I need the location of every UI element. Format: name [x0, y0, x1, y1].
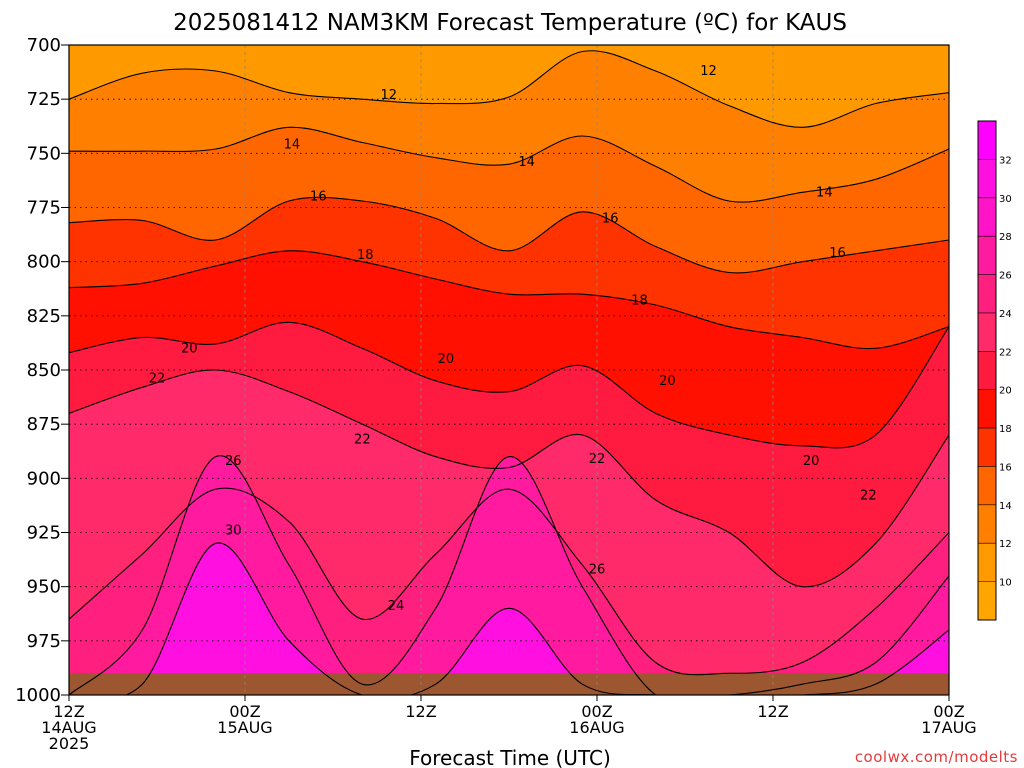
y-tick-label: 975 [27, 631, 61, 652]
contour-label: 18 [631, 294, 648, 309]
contour-label: 22 [589, 452, 606, 467]
contour-label: 20 [659, 374, 676, 389]
y-tick-label: 700 [27, 35, 61, 56]
band-fill-30 [69, 543, 949, 695]
colorbar-band [978, 121, 996, 160]
isotherm-lines [69, 50, 949, 695]
isotherm-14 [69, 126, 949, 203]
colorbar-tick-label: 32 [999, 155, 1012, 166]
contour-label: 14 [284, 138, 301, 153]
chart-title: 2025081412 NAM3KM Forecast Temperature (… [173, 10, 847, 36]
colorbar-band [978, 504, 996, 544]
contour-label: 26 [589, 562, 606, 577]
contour-label: 22 [354, 432, 371, 447]
colorbar-tick-label: 26 [999, 271, 1012, 282]
x-tick-label: 15AUG [217, 718, 272, 737]
colorbar-tick-label: 12 [999, 539, 1012, 550]
colorbar-band [978, 428, 996, 467]
y-tick-label: 725 [27, 89, 61, 110]
contour-label: 20 [181, 341, 198, 356]
isotherm-12 [69, 50, 949, 128]
contour-label: 12 [700, 64, 717, 79]
x-tick-label: 16AUG [569, 718, 624, 737]
contour-label: 24 [388, 599, 405, 614]
contour-label: 22 [149, 372, 166, 387]
contour-label: 30 [225, 523, 242, 538]
contour-labels: 12 12 14 14 14 16 16 16 18 18 20 20 20 20 22 22 22 22 24 26… [149, 64, 877, 614]
colorbar-band [978, 312, 996, 352]
band-fill-26 [69, 455, 949, 695]
ground-surface [69, 673, 949, 695]
y-tick-label: 825 [27, 306, 61, 327]
x-tick-label: 00Z [229, 702, 260, 721]
isotherm-24 [69, 487, 949, 676]
y-tick-label: 925 [27, 523, 61, 544]
isotherm-30 [69, 542, 949, 695]
x-tick-label: 12Z [405, 702, 436, 721]
contour-label: 14 [518, 155, 535, 170]
isotherm-18 [69, 250, 949, 350]
y-tick-label: 750 [27, 143, 61, 164]
x-axis-label: Forecast Time (UTC) [409, 746, 611, 768]
grid-lines [69, 45, 949, 695]
y-tick-label: 875 [27, 414, 61, 435]
contour-label: 26 [225, 454, 242, 469]
colorbar-tick-label: 20 [999, 386, 1012, 397]
isotherm-26 [69, 455, 949, 695]
y-tick-label: 800 [27, 252, 61, 273]
x-tick-label: 17AUG [921, 718, 976, 737]
x-tick-label: 12Z [757, 702, 788, 721]
colorbar-tick-label: 22 [999, 347, 1012, 358]
y-tick-label: 1000 [15, 685, 61, 706]
credit-text: coolwx.com/modelts [855, 748, 1018, 766]
contour-label: 22 [860, 489, 877, 504]
contour-label: 12 [380, 88, 397, 103]
colorbar-tick-label: 30 [999, 194, 1012, 205]
colorbar-band [978, 197, 996, 237]
isotherm-20 [69, 321, 949, 449]
colorbar-tick-label: 14 [999, 501, 1012, 512]
y-tick-label: 950 [27, 577, 61, 598]
x-tick-label: 2025 [49, 734, 90, 753]
x-tick-label: 00Z [581, 702, 612, 721]
colorbar-band [978, 581, 996, 620]
y-tick-label: 775 [27, 198, 61, 219]
contour-label: 16 [602, 211, 619, 226]
colorbar-frame [977, 120, 997, 621]
y-tick-label: 850 [27, 360, 61, 381]
colorbar-band [978, 236, 996, 275]
colorbar-tick-label: 24 [999, 309, 1012, 320]
y-tick-label: 900 [27, 468, 61, 489]
plot-area [69, 45, 949, 695]
contour-label: 20 [803, 454, 820, 469]
contour-label: 18 [357, 248, 374, 263]
y-axis-ticks: 700 725 750 775 800 825 850 875 900 925 950 975 1000 [15, 35, 69, 706]
colorbar-tick-label: 10 [999, 578, 1012, 589]
colorbar-band [978, 466, 996, 505]
colorbar-band [978, 351, 996, 390]
isotherm-16 [69, 196, 949, 274]
x-tick-label: 12Z [53, 702, 84, 721]
contour-label: 20 [438, 352, 455, 367]
x-tick-label: 00Z [933, 702, 964, 721]
contour-label: 16 [310, 190, 327, 205]
colorbar-band [978, 543, 996, 582]
colorbar-tick-label: 28 [999, 232, 1012, 243]
colorbar-band [978, 389, 996, 429]
colorbar-tick-label: 16 [999, 462, 1012, 473]
isotherm-22 [69, 369, 949, 588]
contour-label: 14 [816, 185, 833, 200]
colorbar-band [978, 159, 996, 198]
colorbar-band [978, 274, 996, 313]
colorbar: 10 12 14 16 18 20 22 24 26 28 30 32 [977, 120, 1012, 621]
contour-label: 16 [829, 246, 846, 261]
x-tick-label: 14AUG [41, 718, 96, 737]
colorbar-tick-label: 18 [999, 424, 1012, 435]
